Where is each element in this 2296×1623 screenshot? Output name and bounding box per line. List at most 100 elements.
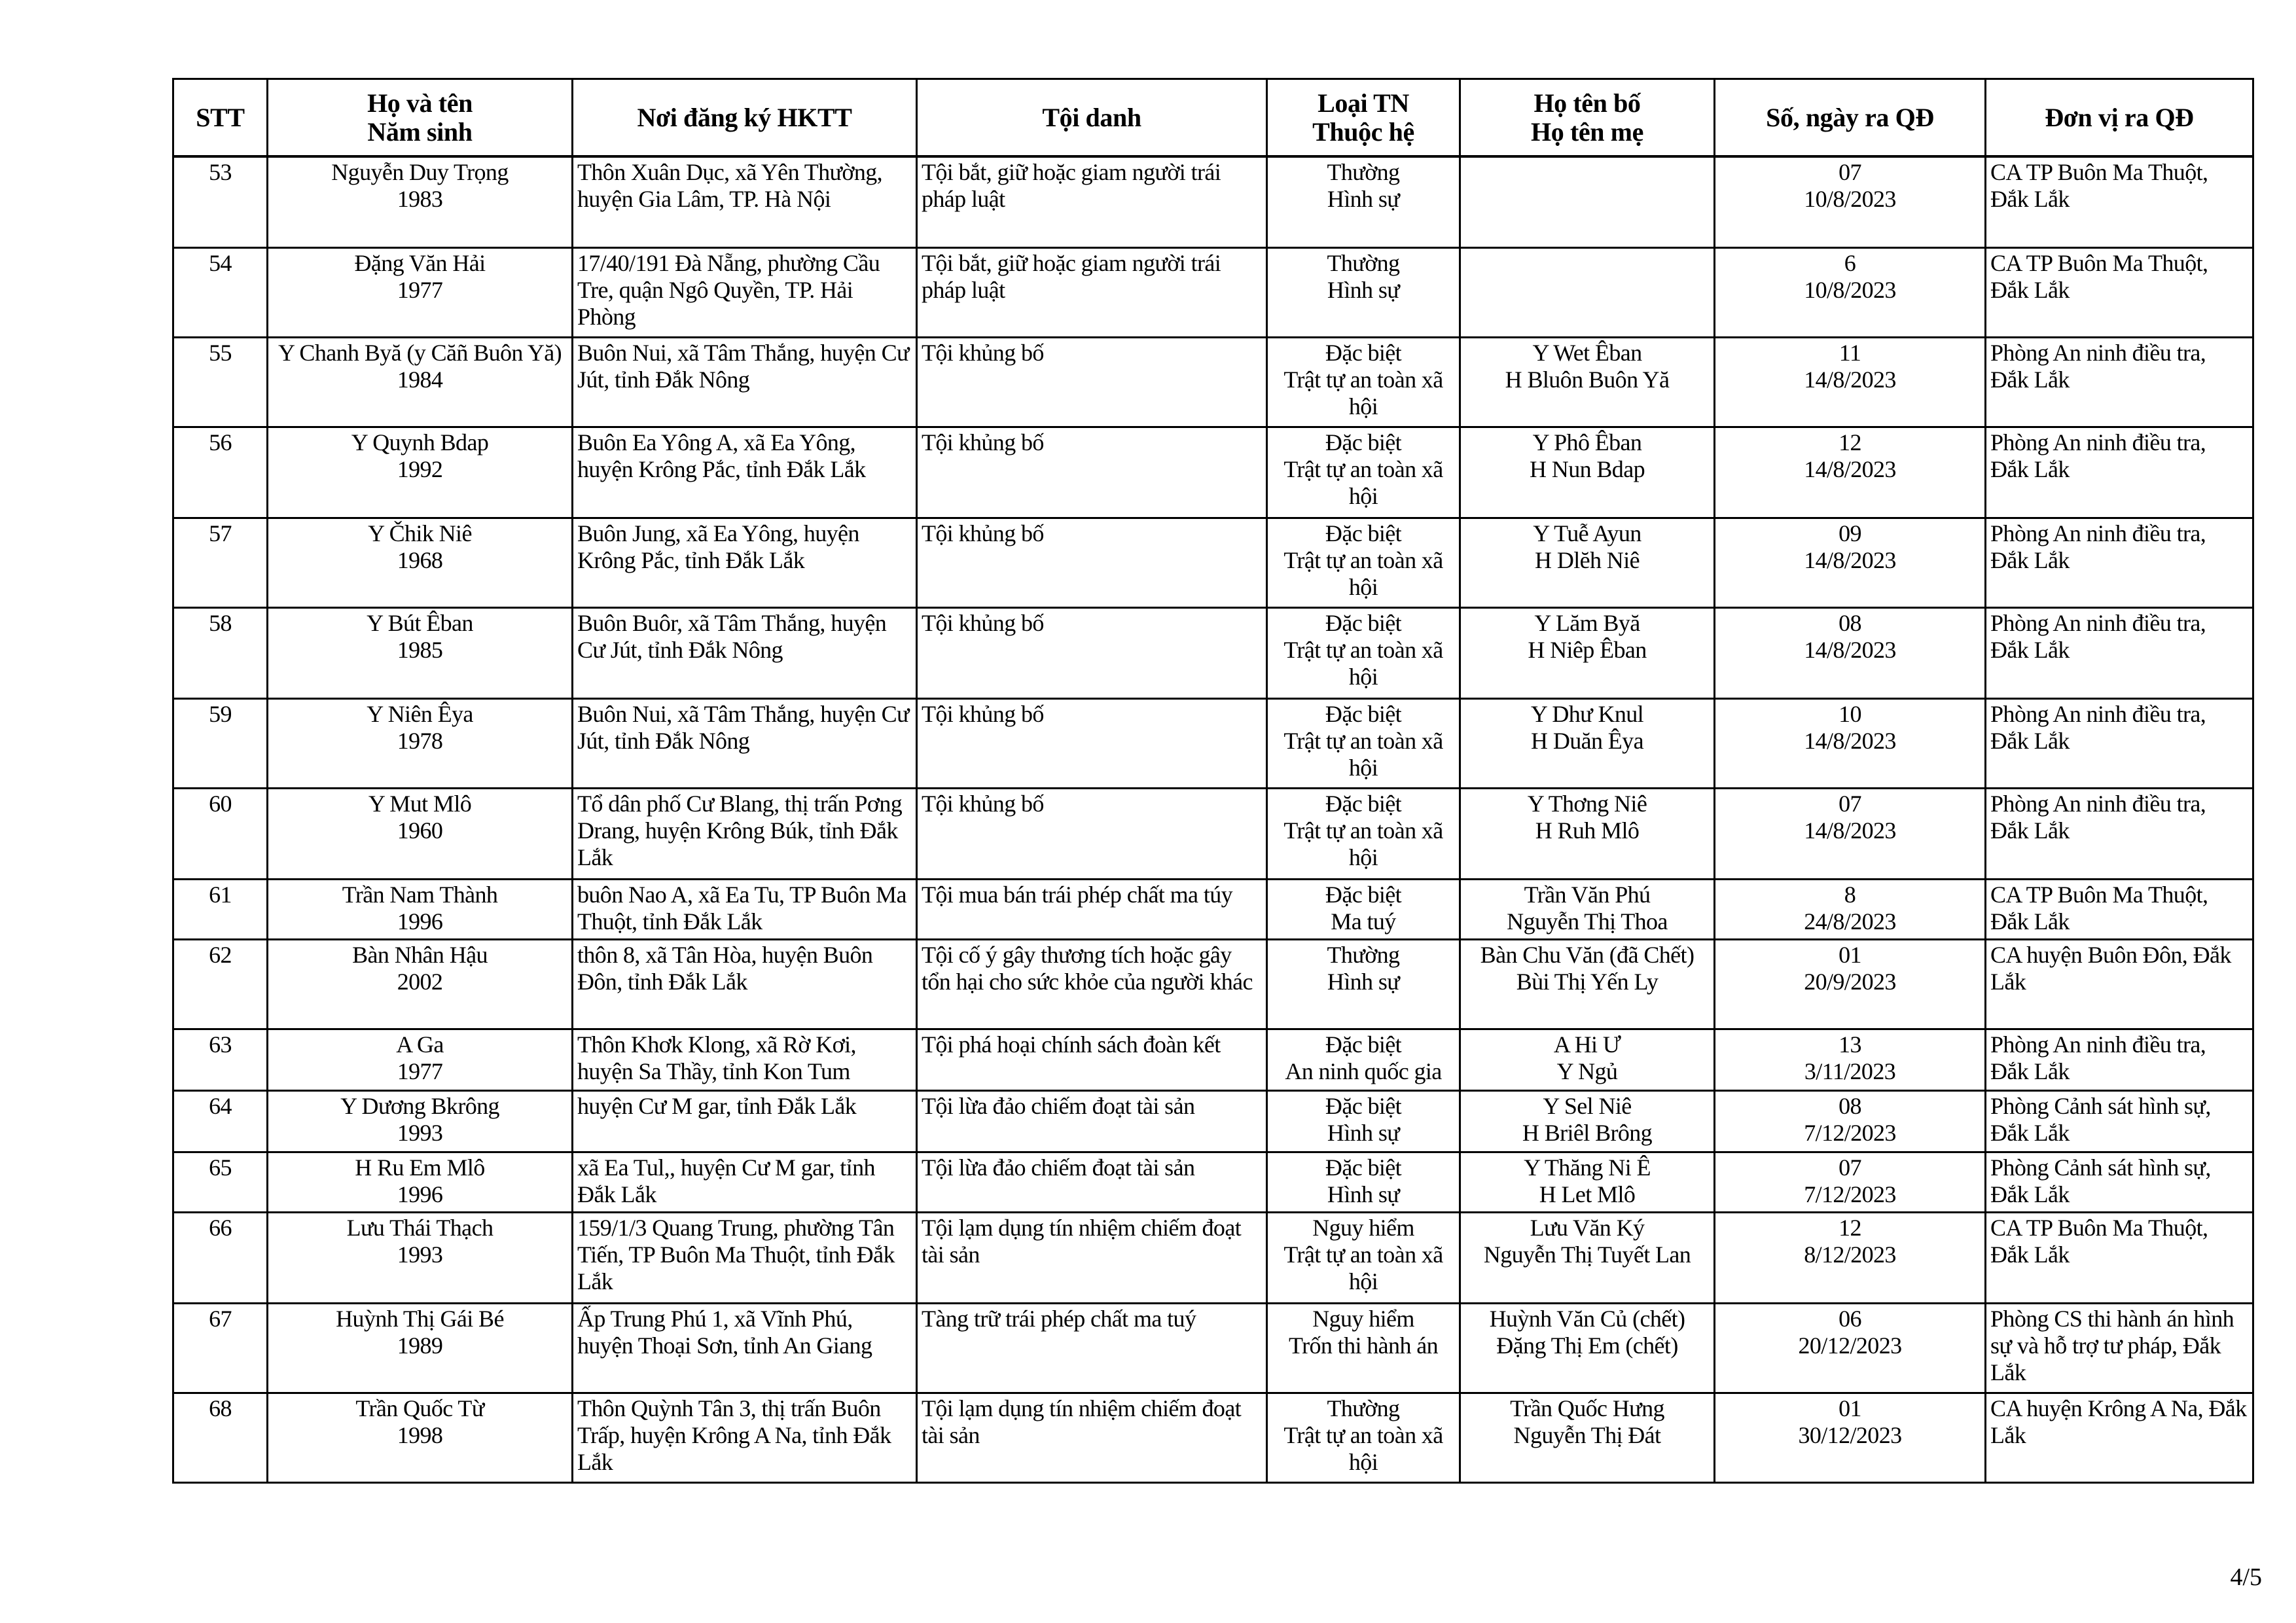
table-row: 66 Lưu Thái Thạch 1993 159/1/3 Quang Trung,… xyxy=(172,1211,2254,1304)
cell-parents: Y Dhư Knul H Duăn Êya xyxy=(1459,697,1715,789)
cell-wanted-type: Đặc biệt An ninh quốc gia xyxy=(1266,1027,1461,1092)
category-text: Hình sự xyxy=(1327,186,1400,212)
mother-text: H Briêl Brông xyxy=(1522,1119,1653,1146)
category-text: Hình sự xyxy=(1327,1119,1400,1146)
date-text: 24/8/2023 xyxy=(1804,908,1896,935)
unit-text: CA TP Buôn Ma Thuột, Đắk Lắk xyxy=(1990,249,2208,303)
number-text: 13 xyxy=(1839,1031,1861,1058)
cell-wanted-type: Thường Hình sự xyxy=(1266,155,1461,249)
category-text: Ma tuý xyxy=(1331,908,1396,935)
cell-registered-address: huyện Cư M gar, tỉnh Đắk Lắk xyxy=(571,1089,918,1153)
type-text: Thường xyxy=(1327,249,1401,276)
cell-stt: 65 xyxy=(172,1150,268,1213)
cell-parents: Trần Quốc Hưng Nguyễn Thị Đát xyxy=(1459,1391,1715,1484)
name-text: Nguyễn Duy Trọng xyxy=(331,159,509,185)
cell-stt: 63 xyxy=(172,1027,268,1092)
name-text: Y Dương Bkrông xyxy=(340,1092,499,1119)
mother-text: Y Ngủ xyxy=(1556,1058,1618,1084)
header-line: Năm sinh xyxy=(367,116,473,147)
year-text: 1960 xyxy=(397,817,443,844)
date-text: 7/12/2023 xyxy=(1804,1119,1896,1146)
cell-registered-address: Buôn Ea Yông A, xã Ea Yông, huyện Krông … xyxy=(571,425,918,519)
cell-stt: 68 xyxy=(172,1391,268,1484)
crime-text: Tội mua bán trái phép chất ma túy xyxy=(922,881,1233,908)
header-parents: Họ tên bố Họ tên mẹ xyxy=(1459,78,1715,158)
cell-wanted-type: Thường Trật tự an toàn xã hội xyxy=(1266,1391,1461,1484)
crime-text: Tội khủng bố xyxy=(922,790,1044,817)
unit-text: Phòng An ninh điều tra, Đắk Lắk xyxy=(1990,339,2206,393)
cell-name-birth-year: Nguyễn Duy Trọng 1983 xyxy=(266,155,573,249)
date-text: 14/8/2023 xyxy=(1804,817,1896,844)
unit-text: Phòng An ninh điều tra, Đắk Lắk xyxy=(1990,1031,2206,1084)
cell-wanted-type: Đặc biệt Trật tự an toàn xã hội xyxy=(1266,425,1461,519)
cell-stt: 67 xyxy=(172,1302,268,1394)
type-text: Đặc biệt xyxy=(1325,700,1402,727)
address-text: 17/40/191 Đà Nẵng, phường Cầu Tre, quận … xyxy=(577,249,880,330)
stt-text: 56 xyxy=(209,429,232,455)
category-text: Hình sự xyxy=(1327,1181,1400,1207)
header-line: Đơn vị ra QĐ xyxy=(2045,102,2194,132)
cell-stt: 54 xyxy=(172,246,268,338)
table-row: 67 Huỳnh Thị Gái Bé 1989 Ấp Trung Phú 1, xã… xyxy=(172,1302,2254,1394)
cell-name-birth-year: Trần Nam Thành 1996 xyxy=(266,878,573,940)
header-line: STT xyxy=(196,102,245,132)
cell-decision-number-date: 12 14/8/2023 xyxy=(1713,425,1986,519)
table-row: 54 Đặng Văn Hải 1977 17/40/191 Đà Nẵng, phư… xyxy=(172,246,2254,338)
cell-stt: 64 xyxy=(172,1089,268,1153)
stt-text: 62 xyxy=(209,941,232,968)
unit-text: Phòng An ninh điều tra, Đắk Lắk xyxy=(1990,790,2206,844)
year-text: 1968 xyxy=(397,546,443,573)
year-text: 1983 xyxy=(397,186,443,212)
cell-issuing-unit: CA TP Buôn Ma Thuột, Đắk Lắk xyxy=(1984,1211,2254,1304)
number-text: 01 xyxy=(1839,941,1861,968)
name-text: Đặng Văn Hải xyxy=(354,249,486,276)
name-text: Trần Quốc Từ xyxy=(355,1395,484,1421)
date-text: 14/8/2023 xyxy=(1804,546,1896,573)
cell-name-birth-year: Huỳnh Thị Gái Bé 1989 xyxy=(266,1302,573,1394)
mother-text: Nguyễn Thị Thoa xyxy=(1507,908,1668,935)
number-text: 09 xyxy=(1839,520,1861,546)
unit-text: CA huyện Buôn Đôn, Đắk Lắk xyxy=(1990,941,2231,995)
table-row: 65 H Ru Em Mlô 1996 xã Ea Tul,, huyện Cư M … xyxy=(172,1150,2254,1213)
cell-registered-address: Tổ dân phố Cư Blang, thị trấn Pơng Drang… xyxy=(571,787,918,880)
address-text: Buôn Nui, xã Tâm Thắng, huyện Cư Jút, tỉ… xyxy=(577,339,910,393)
unit-text: CA TP Buôn Ma Thuột, Đắk Lắk xyxy=(1990,1214,2208,1268)
header-line: Họ tên bố xyxy=(1534,88,1641,118)
year-text: 1992 xyxy=(397,455,443,482)
cell-crime: Tội khủng bố xyxy=(916,697,1268,789)
name-text: Y Quynh Bdap xyxy=(351,429,489,455)
table-row: 53 Nguyễn Duy Trọng 1983 Thôn Xuân Dục, xã … xyxy=(172,155,2254,249)
cell-decision-number-date: 07 14/8/2023 xyxy=(1713,787,1986,880)
table-row: 58 Y Bút Êban 1985 Buôn Buôr, xã Tâm Thắng,… xyxy=(172,606,2254,700)
cell-parents: Y Wet Êban H Bluôn Buôn Yă xyxy=(1459,336,1715,428)
header-wanted-type: Loại TN Thuộc hệ xyxy=(1266,78,1461,158)
cell-registered-address: Thôn Quỳnh Tân 3, thị trấn Buôn Trấp, hu… xyxy=(571,1391,918,1484)
cell-registered-address: Buôn Nui, xã Tâm Thắng, huyện Cư Jút, tỉ… xyxy=(571,336,918,428)
cell-issuing-unit: Phòng An ninh điều tra, Đắk Lắk xyxy=(1984,606,2254,700)
cell-name-birth-year: Lưu Thái Thạch 1993 xyxy=(266,1211,573,1304)
name-text: H Ru Em Mlô xyxy=(355,1154,485,1181)
cell-wanted-type: Đặc biệt Hình sự xyxy=(1266,1089,1461,1153)
address-text: thôn 8, xã Tân Hòa, huyện Buôn Đôn, tỉnh… xyxy=(577,941,873,995)
address-text: Thôn Khơk Klong, xã Rờ Kơi, huyện Sa Thầ… xyxy=(577,1031,856,1084)
crime-text: Tội phá hoại chính sách đoàn kết xyxy=(922,1031,1221,1058)
date-text: 10/8/2023 xyxy=(1804,186,1896,212)
cell-name-birth-year: Y Mut Mlô 1960 xyxy=(266,787,573,880)
cell-parents: Y Tuễ Ayun H Dlĕh Niê xyxy=(1459,516,1715,609)
table-row: 63 A Ga 1977 Thôn Khơk Klong, xã Rờ Kơi, hu… xyxy=(172,1027,2254,1092)
stt-text: 60 xyxy=(209,790,232,817)
cell-wanted-type: Thường Hình sự xyxy=(1266,246,1461,338)
unit-text: CA TP Buôn Ma Thuột, Đắk Lắk xyxy=(1990,159,2208,212)
father-text: Trần Quốc Hưng xyxy=(1510,1395,1664,1421)
unit-text: Phòng An ninh điều tra, Đắk Lắk xyxy=(1990,429,2206,482)
cell-name-birth-year: Bàn Nhân Hậu 2002 xyxy=(266,938,573,1030)
table-row: 60 Y Mut Mlô 1960 Tổ dân phố Cư Blang, thị … xyxy=(172,787,2254,880)
header-crime: Tội danh xyxy=(916,78,1268,158)
cell-crime: Tội lừa đảo chiếm đoạt tài sản xyxy=(916,1150,1268,1213)
cell-crime: Tội lạm dụng tín nhiệm chiếm đoạt tài sả… xyxy=(916,1211,1268,1304)
header-line: Tội danh xyxy=(1042,102,1141,132)
cell-wanted-type: Đặc biệt Trật tự an toàn xã hội xyxy=(1266,516,1461,609)
mother-text: H Duăn Êya xyxy=(1531,727,1644,754)
header-registered-address: Nơi đăng ký HKTT xyxy=(571,78,918,158)
cell-issuing-unit: Phòng An ninh điều tra, Đắk Lắk xyxy=(1984,336,2254,428)
